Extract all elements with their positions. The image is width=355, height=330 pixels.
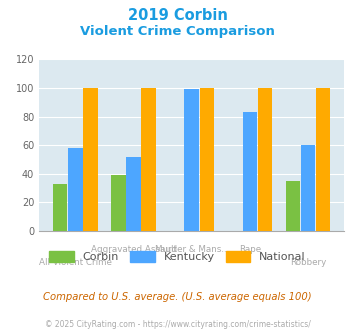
Bar [316, 88, 331, 231]
Bar [301, 145, 315, 231]
Text: 2019 Corbin: 2019 Corbin [127, 8, 228, 23]
Text: Rape: Rape [239, 245, 261, 254]
Text: Murder & Mans...: Murder & Mans... [154, 245, 229, 254]
Bar [185, 89, 199, 231]
Bar [68, 148, 83, 231]
Bar [83, 88, 98, 231]
Text: © 2025 CityRating.com - https://www.cityrating.com/crime-statistics/: © 2025 CityRating.com - https://www.city… [45, 320, 310, 329]
Bar [126, 157, 141, 231]
Bar [242, 112, 257, 231]
Bar [111, 175, 126, 231]
Legend: Corbin, Kentucky, National: Corbin, Kentucky, National [45, 247, 310, 267]
Text: Compared to U.S. average. (U.S. average equals 100): Compared to U.S. average. (U.S. average … [43, 292, 312, 302]
Text: Aggravated Assault: Aggravated Assault [91, 245, 176, 254]
Bar [258, 88, 272, 231]
Text: Violent Crime Comparison: Violent Crime Comparison [80, 25, 275, 38]
Bar [53, 184, 67, 231]
Text: All Violent Crime: All Violent Crime [39, 258, 112, 267]
Bar [286, 181, 300, 231]
Bar [200, 88, 214, 231]
Text: Robbery: Robbery [290, 258, 326, 267]
Bar [141, 88, 156, 231]
